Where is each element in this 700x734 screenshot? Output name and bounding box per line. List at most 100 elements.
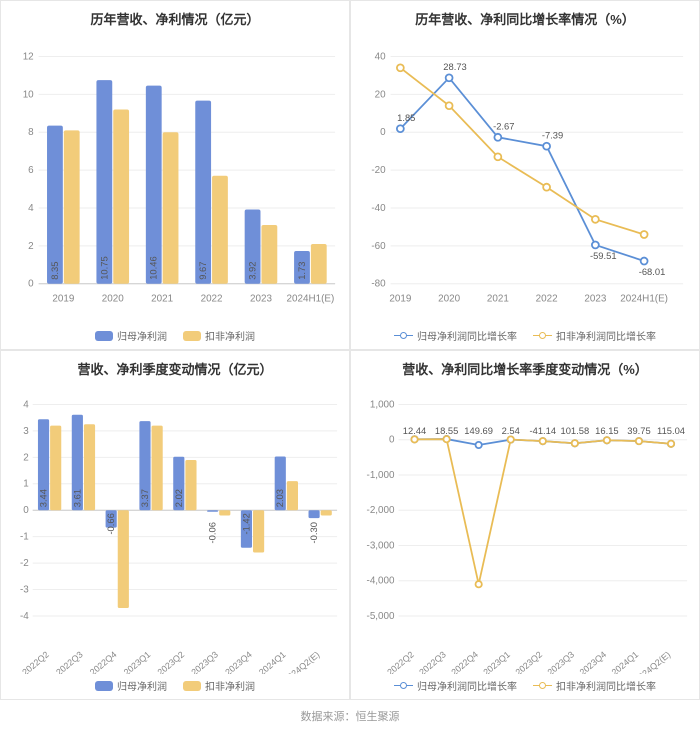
svg-text:2023Q2: 2023Q2	[156, 649, 187, 674]
svg-text:4: 4	[23, 399, 29, 410]
svg-text:-2.67: -2.67	[493, 121, 514, 131]
legend-label: 归母净利润	[117, 678, 167, 693]
legend-label: 归母净利润同比增长率	[417, 328, 517, 343]
legend-line-yellow	[533, 332, 552, 339]
svg-text:-59.51: -59.51	[590, 251, 617, 261]
svg-text:2023Q3: 2023Q3	[189, 649, 220, 674]
chart4-title: 营收、净利同比增长率季度变动情况（%）	[357, 359, 693, 378]
svg-text:2.03: 2.03	[275, 489, 285, 507]
svg-text:3.92: 3.92	[248, 262, 258, 280]
legend-line-blue	[394, 682, 413, 689]
svg-text:2019: 2019	[52, 294, 74, 305]
svg-text:2.02: 2.02	[174, 489, 184, 507]
svg-text:2022Q3: 2022Q3	[54, 649, 85, 674]
svg-text:1.73: 1.73	[297, 262, 307, 280]
svg-text:2022: 2022	[536, 294, 558, 305]
svg-text:2022Q2: 2022Q2	[20, 649, 51, 674]
legend-item: 扣非净利润	[183, 678, 255, 693]
chart3-svg: -4-3-2-1012343.442022Q23.612022Q3-0.6620…	[7, 382, 343, 674]
legend-line-yellow	[533, 682, 552, 689]
svg-text:1.85: 1.85	[397, 113, 415, 123]
panel-quarterly-growth: 营收、净利同比增长率季度变动情况（%） -5,000-4,000-3,000-2…	[350, 350, 700, 700]
chart3-legend: 归母净利润 扣非净利润	[7, 674, 343, 695]
chart4-svg: -5,000-4,000-3,000-2,000-1,00001,00012.4…	[357, 382, 693, 674]
svg-text:2024Q2(E): 2024Q2(E)	[633, 649, 673, 674]
svg-text:-0.30: -0.30	[309, 522, 319, 543]
svg-text:40: 40	[375, 51, 386, 62]
svg-text:16.15: 16.15	[595, 426, 618, 436]
svg-text:-1: -1	[20, 532, 29, 543]
svg-text:-60: -60	[371, 241, 386, 252]
svg-text:2021: 2021	[487, 294, 509, 305]
svg-text:18.55: 18.55	[435, 426, 458, 436]
svg-text:101.58: 101.58	[561, 426, 590, 436]
svg-text:9.67: 9.67	[198, 262, 208, 280]
chart-grid: 历年营收、净利情况（亿元） 0246810128.35201910.752020…	[0, 0, 700, 700]
svg-text:2023Q1: 2023Q1	[481, 649, 512, 674]
svg-text:2023Q1: 2023Q1	[122, 649, 153, 674]
svg-text:2: 2	[23, 452, 29, 463]
svg-text:-1.42: -1.42	[241, 513, 251, 534]
legend-label: 归母净利润同比增长率	[417, 678, 517, 693]
legend-label: 扣非净利润	[205, 678, 255, 693]
svg-text:-0.66: -0.66	[106, 513, 116, 534]
svg-text:2023Q4: 2023Q4	[578, 649, 609, 674]
svg-text:2022Q4: 2022Q4	[88, 649, 119, 674]
legend-item: 扣非净利润同比增长率	[533, 678, 656, 693]
svg-text:20: 20	[375, 89, 386, 100]
svg-text:39.75: 39.75	[627, 426, 650, 436]
chart2-legend: 归母净利润同比增长率 扣非净利润同比增长率	[357, 324, 693, 345]
svg-text:8: 8	[28, 127, 34, 138]
svg-text:2024H1(E): 2024H1(E)	[620, 294, 668, 305]
legend-label: 扣非净利润同比增长率	[556, 328, 656, 343]
legend-swatch-yellow	[183, 681, 201, 691]
chart3-title: 营收、净利季度变动情况（亿元）	[7, 359, 343, 378]
svg-text:4: 4	[28, 203, 34, 214]
svg-text:1: 1	[23, 479, 29, 490]
svg-text:0: 0	[380, 127, 386, 138]
svg-text:2022Q2: 2022Q2	[385, 649, 416, 674]
panel-annual-growth: 历年营收、净利同比增长率情况（%） -80-60-40-20020401.852…	[350, 0, 700, 350]
svg-text:12.44: 12.44	[403, 426, 426, 436]
svg-text:3.37: 3.37	[140, 489, 150, 507]
legend-item: 归母净利润同比增长率	[394, 328, 517, 343]
chart4-legend: 归母净利润同比增长率 扣非净利润同比增长率	[357, 674, 693, 695]
svg-text:-4,000: -4,000	[367, 576, 396, 587]
chart2-area: -80-60-40-20020401.8528.73-2.67-7.39-59.…	[357, 32, 693, 324]
svg-text:28.73: 28.73	[443, 62, 466, 72]
svg-text:12: 12	[23, 51, 34, 62]
svg-text:2024Q2(E): 2024Q2(E)	[282, 649, 322, 674]
svg-text:8.35: 8.35	[50, 262, 60, 280]
svg-text:0: 0	[23, 505, 29, 516]
svg-text:-5,000: -5,000	[367, 611, 396, 622]
panel-quarterly-revenue: 营收、净利季度变动情况（亿元） -4-3-2-1012343.442022Q23…	[0, 350, 350, 700]
svg-text:-2,000: -2,000	[367, 505, 396, 516]
svg-text:-7.39: -7.39	[542, 130, 563, 140]
legend-item: 归母净利润同比增长率	[394, 678, 517, 693]
legend-label: 扣非净利润同比增长率	[556, 678, 656, 693]
chart2-title: 历年营收、净利同比增长率情况（%）	[357, 9, 693, 28]
svg-text:3: 3	[23, 426, 29, 437]
svg-text:2023Q3: 2023Q3	[546, 649, 577, 674]
legend-swatch-yellow	[183, 331, 201, 341]
svg-text:2: 2	[28, 241, 33, 252]
legend-item: 归母净利润	[95, 328, 167, 343]
svg-text:10.46: 10.46	[149, 256, 159, 279]
chart1-area: 0246810128.35201910.75202010.4620219.672…	[7, 32, 343, 324]
chart4-area: -5,000-4,000-3,000-2,000-1,00001,00012.4…	[357, 382, 693, 674]
chart1-svg: 0246810128.35201910.75202010.4620219.672…	[7, 32, 343, 324]
chart3-area: -4-3-2-1012343.442022Q23.612022Q3-0.6620…	[7, 382, 343, 674]
svg-text:-40: -40	[371, 203, 386, 214]
svg-text:2021: 2021	[151, 294, 173, 305]
svg-text:10.75: 10.75	[99, 256, 109, 279]
svg-text:2023: 2023	[250, 294, 272, 305]
legend-swatch-blue	[95, 681, 113, 691]
svg-text:2019: 2019	[389, 294, 411, 305]
panel-annual-revenue: 历年营收、净利情况（亿元） 0246810128.35201910.752020…	[0, 0, 350, 350]
svg-text:2022Q3: 2022Q3	[417, 649, 448, 674]
svg-text:2022: 2022	[201, 294, 223, 305]
svg-text:1,000: 1,000	[370, 399, 395, 410]
svg-text:-68.01: -68.01	[639, 267, 666, 277]
svg-text:-3: -3	[20, 584, 29, 595]
svg-text:0: 0	[28, 279, 34, 290]
